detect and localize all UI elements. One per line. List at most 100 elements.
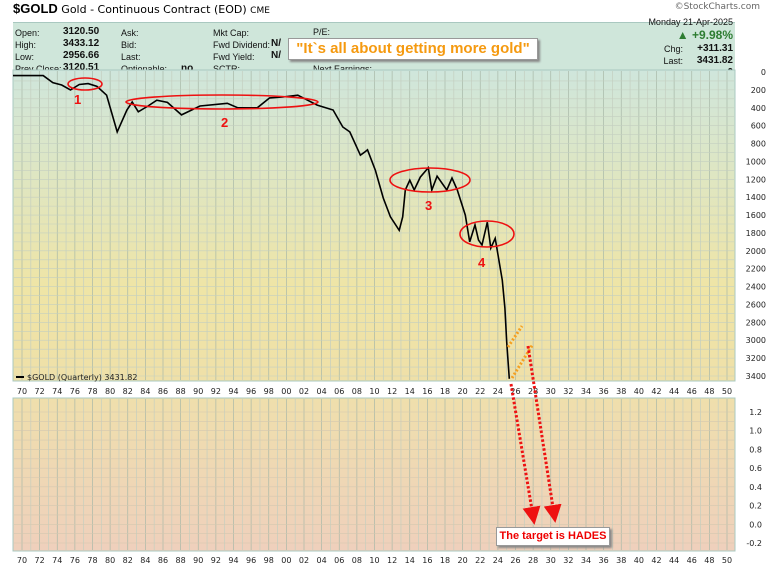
last-price-value: 3431.82 xyxy=(696,55,733,66)
high-value: 3433.12 xyxy=(63,38,100,49)
x-tick-label-lower: 16 xyxy=(422,556,432,565)
x-tick-label-lower: 90 xyxy=(193,556,203,565)
x-tick-label-lower: 78 xyxy=(87,556,97,565)
y-tick-label: 1000 xyxy=(746,157,766,166)
x-tick-label-lower: 80 xyxy=(105,556,115,565)
x-tick-label: 04 xyxy=(317,387,327,396)
chg-value: +311.31 xyxy=(697,43,733,54)
x-tick-label: 76 xyxy=(70,387,80,396)
y-tick-label: 2600 xyxy=(746,300,766,309)
x-tick-label: 80 xyxy=(105,387,115,396)
price-series-line xyxy=(12,74,511,379)
fwd-dividend-label: Fwd Dividend: xyxy=(213,40,271,50)
x-tick-label: 48 xyxy=(704,387,714,396)
y-tick-label: 1600 xyxy=(746,211,766,220)
x-tick-label: 36 xyxy=(599,387,609,396)
x-tick-label-lower: 28 xyxy=(528,556,538,565)
target-callout: The target is HADES xyxy=(496,527,610,546)
x-tick-label: 70 xyxy=(17,387,27,396)
next-earnings-label: Next Earnings: xyxy=(313,64,373,74)
x-tick-label: 16 xyxy=(422,387,432,396)
x-tick-label-lower: 14 xyxy=(405,556,415,565)
x-tick-label-lower: 92 xyxy=(211,556,221,565)
x-tick-label: 12 xyxy=(387,387,397,396)
x-tick-label: 86 xyxy=(158,387,168,396)
lower-y-tick-label: 1.0 xyxy=(749,427,762,436)
x-tick-label-lower: 72 xyxy=(35,556,45,565)
red-arrow xyxy=(526,345,562,523)
y-tick-label: 600 xyxy=(751,122,766,131)
x-tick-label-lower: 20 xyxy=(458,556,468,565)
x-tick-label: 78 xyxy=(87,387,97,396)
prev-close-label: Prev Close: xyxy=(15,64,62,74)
x-tick-label-lower: 96 xyxy=(246,556,256,565)
y-tick-label: 2200 xyxy=(746,265,766,274)
x-tick-label-lower: 40 xyxy=(634,556,644,565)
open-label: Open: xyxy=(15,28,40,38)
x-tick-label: 94 xyxy=(228,387,238,396)
lower-y-tick-label: -0.2 xyxy=(746,539,762,548)
last-label: Last: xyxy=(121,52,141,62)
lower-y-tick-label: 0.2 xyxy=(749,502,762,511)
y-tick-label: 3200 xyxy=(746,354,766,363)
x-tick-label: 90 xyxy=(193,387,203,396)
y-tick-label: 2000 xyxy=(746,247,766,256)
label-3: 3 xyxy=(425,198,432,213)
y-tick-label: 3400 xyxy=(746,372,766,381)
x-tick-label: 88 xyxy=(176,387,186,396)
x-tick-label-lower: 30 xyxy=(546,556,556,565)
x-tick-label: 34 xyxy=(581,387,591,396)
x-tick-label: 38 xyxy=(616,387,626,396)
x-tick-label-lower: 74 xyxy=(52,556,62,565)
label-2: 2 xyxy=(221,115,228,130)
x-tick-label: 18 xyxy=(440,387,450,396)
x-tick-label-lower: 50 xyxy=(722,556,732,565)
optionable-label: Optionable: xyxy=(121,64,168,74)
x-tick-label: 00 xyxy=(281,387,291,396)
x-tick-label: 14 xyxy=(405,387,415,396)
x-tick-label-lower: 02 xyxy=(299,556,309,565)
x-tick-label-lower: 76 xyxy=(70,556,80,565)
low-label: Low: xyxy=(15,52,35,62)
lower-y-tick-label: 0.4 xyxy=(749,483,762,492)
circle-2 xyxy=(125,94,319,110)
x-tick-label-lower: 82 xyxy=(123,556,133,565)
y-tick-label: 200 xyxy=(751,86,766,95)
low-value: 2956.66 xyxy=(63,50,100,61)
legend: $GOLD (Quarterly) 3431.82 xyxy=(16,373,137,382)
x-tick-label: 42 xyxy=(651,387,661,396)
x-tick-label: 06 xyxy=(334,387,344,396)
date: Monday 21-Apr-2025 xyxy=(648,17,733,27)
orange-dotted-line xyxy=(510,343,535,379)
label-4: 4 xyxy=(478,255,486,270)
x-tick-label: 44 xyxy=(669,387,679,396)
x-tick-label: 30 xyxy=(546,387,556,396)
x-tick-label: 84 xyxy=(140,387,150,396)
x-tick-label-lower: 42 xyxy=(651,556,661,565)
lower-y-tick-label: 0.6 xyxy=(749,464,762,473)
x-tick-label: 24 xyxy=(493,387,503,396)
x-tick-label: 10 xyxy=(369,387,379,396)
open-value: 3120.50 xyxy=(63,26,100,37)
y-tick-label: 1200 xyxy=(746,175,766,184)
x-tick-label: 02 xyxy=(299,387,309,396)
fwd-dividend-value: N/ xyxy=(271,38,281,49)
x-tick-label: 20 xyxy=(458,387,468,396)
x-tick-label-lower: 22 xyxy=(475,556,485,565)
fwd-yield-label: Fwd Yield: xyxy=(213,52,255,62)
x-tick-label-lower: 44 xyxy=(669,556,679,565)
x-tick-label-lower: 12 xyxy=(387,556,397,565)
y-tick-label: 3000 xyxy=(746,336,766,345)
x-tick-label-lower: 38 xyxy=(616,556,626,565)
symbol: $GOLD xyxy=(13,1,58,16)
x-tick-label: 50 xyxy=(722,387,732,396)
watermark: ©StockCharts.com xyxy=(674,2,760,12)
x-tick-label-lower: 10 xyxy=(369,556,379,565)
lower-y-tick-label: 1.2 xyxy=(749,408,762,417)
pe-label: P/E: xyxy=(313,27,331,37)
x-tick-label: 26 xyxy=(510,387,520,396)
x-tick-label-lower: 24 xyxy=(493,556,503,565)
lower-y-tick-label: 0.0 xyxy=(749,520,762,529)
x-tick-label: 08 xyxy=(352,387,362,396)
